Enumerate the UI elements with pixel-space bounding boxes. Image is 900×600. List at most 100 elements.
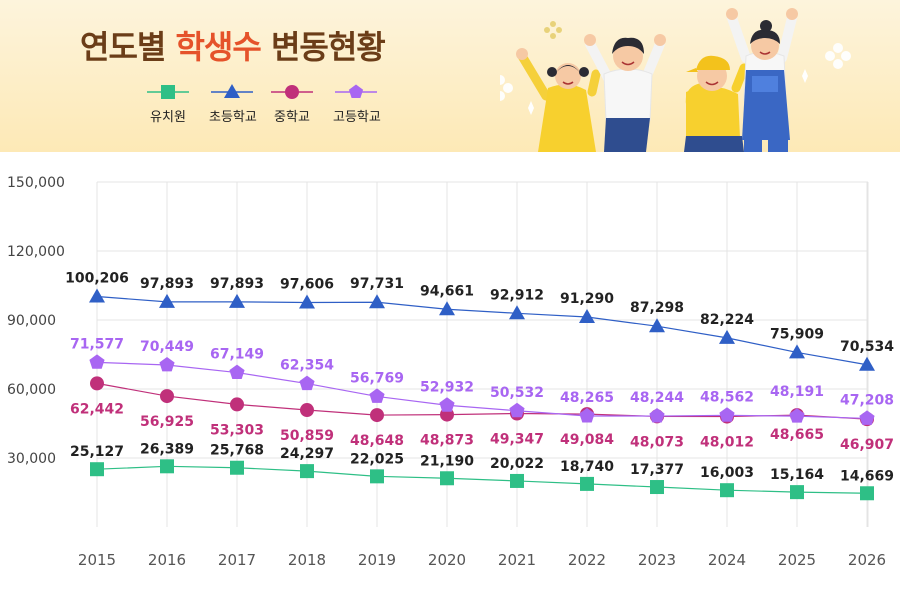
data-label-middle: 49,347 bbox=[490, 432, 544, 448]
series-line-middle bbox=[96, 382, 868, 420]
legend-item-middle: 중학교 bbox=[269, 80, 339, 126]
data-label-middle: 50,859 bbox=[280, 428, 334, 444]
data-point-triangle bbox=[579, 309, 595, 324]
data-point-circle bbox=[160, 389, 174, 404]
data-label-high: 52,932 bbox=[420, 379, 474, 395]
data-point-pentagon bbox=[159, 357, 175, 372]
data-point-circle bbox=[370, 408, 384, 423]
data-point-triangle bbox=[299, 294, 315, 309]
data-point-triangle bbox=[509, 305, 525, 320]
circle-marker-icon bbox=[271, 85, 313, 99]
y-tick-label: 30,000 bbox=[7, 451, 56, 467]
data-label-high: 70,449 bbox=[140, 339, 194, 355]
data-point-pentagon bbox=[859, 410, 875, 425]
chart-data-labels: 25,127 26,389 25,768 24,297 22,025 21,190 20,0… bbox=[65, 271, 894, 485]
x-tick-label: 2016 bbox=[148, 551, 186, 569]
data-point-square bbox=[440, 471, 454, 486]
data-label-high: 62,354 bbox=[280, 358, 334, 374]
x-tick-label: 2019 bbox=[358, 551, 396, 569]
data-point-pentagon bbox=[719, 407, 735, 422]
data-label-elementary: 97,893 bbox=[140, 276, 194, 292]
y-tick-label: 60,000 bbox=[7, 382, 56, 398]
y-tick-label: 90,000 bbox=[7, 313, 56, 329]
title-part1: 연도별 bbox=[80, 28, 176, 66]
legend-label-elementary: 초등학교 bbox=[209, 110, 257, 125]
data-point-square bbox=[370, 469, 384, 484]
data-label-elementary: 87,298 bbox=[630, 300, 684, 316]
legend-item-elementary: 초등학교 bbox=[209, 80, 279, 126]
data-label-high: 48,562 bbox=[700, 389, 754, 405]
square-marker-icon bbox=[147, 85, 189, 99]
data-point-circle bbox=[90, 376, 104, 391]
chart-grid: 30,000 60,000 90,000 120,000 150,000 2015 2016… bbox=[7, 175, 886, 569]
data-label-elementary: 91,290 bbox=[560, 291, 614, 307]
data-point-pentagon bbox=[229, 364, 245, 379]
data-point-triangle bbox=[439, 301, 455, 316]
data-point-pentagon bbox=[789, 408, 805, 423]
data-label-high: 48,265 bbox=[560, 390, 614, 406]
header-banner: 연도별 학생수 변동현황 유치원 초등학교 중학교 bbox=[0, 0, 900, 152]
data-label-middle: 48,873 bbox=[420, 433, 474, 449]
legend-item-kindergarten: 유치원 bbox=[145, 80, 215, 126]
title-part3: 변동현황 bbox=[260, 28, 386, 66]
x-tick-label: 2021 bbox=[498, 551, 536, 569]
data-label-high: 50,532 bbox=[490, 385, 544, 401]
data-label-middle: 56,925 bbox=[140, 414, 194, 430]
data-label-kindergarten: 16,003 bbox=[700, 465, 754, 481]
data-label-kindergarten: 15,164 bbox=[770, 467, 824, 483]
data-point-pentagon bbox=[89, 354, 105, 369]
data-point-square bbox=[790, 485, 804, 500]
chart-series bbox=[89, 288, 875, 501]
data-point-square bbox=[860, 486, 874, 501]
data-point-triangle bbox=[229, 293, 245, 308]
data-label-kindergarten: 17,377 bbox=[630, 462, 684, 478]
data-label-middle: 53,303 bbox=[210, 422, 264, 438]
data-point-square bbox=[510, 473, 524, 488]
data-point-triangle bbox=[859, 356, 875, 371]
data-label-high: 67,149 bbox=[210, 347, 264, 363]
title-highlight: 학생수 bbox=[175, 28, 261, 66]
x-tick-label: 2024 bbox=[708, 551, 746, 569]
data-point-pentagon bbox=[649, 408, 665, 423]
data-point-circle bbox=[230, 397, 244, 412]
legend-label-middle: 중학교 bbox=[274, 110, 310, 125]
data-label-elementary: 97,606 bbox=[280, 277, 334, 293]
data-point-triangle bbox=[369, 294, 385, 309]
data-point-pentagon bbox=[439, 397, 455, 412]
data-label-kindergarten: 25,768 bbox=[210, 443, 264, 459]
data-point-triangle bbox=[159, 293, 175, 308]
data-label-elementary: 94,661 bbox=[420, 283, 474, 299]
data-label-middle: 62,442 bbox=[70, 401, 124, 417]
triangle-marker-icon bbox=[211, 84, 253, 98]
data-point-triangle bbox=[719, 329, 735, 344]
data-label-middle: 48,648 bbox=[350, 433, 404, 449]
y-tick-label: 120,000 bbox=[7, 244, 65, 260]
data-label-kindergarten: 14,669 bbox=[840, 468, 894, 484]
data-point-pentagon bbox=[509, 402, 525, 418]
data-label-kindergarten: 18,740 bbox=[560, 459, 614, 475]
data-label-kindergarten: 26,389 bbox=[140, 441, 194, 457]
data-point-square bbox=[650, 480, 664, 495]
data-label-kindergarten: 21,190 bbox=[420, 453, 474, 469]
data-point-square bbox=[580, 476, 594, 491]
data-label-kindergarten: 20,022 bbox=[490, 456, 544, 472]
data-label-kindergarten: 24,297 bbox=[280, 446, 334, 462]
data-label-middle: 49,084 bbox=[560, 432, 614, 448]
legend-item-high: 고등학교 bbox=[333, 80, 403, 126]
data-point-triangle bbox=[789, 344, 805, 359]
x-tick-label: 2017 bbox=[218, 551, 256, 569]
series-line-high bbox=[96, 361, 868, 420]
data-label-middle: 48,665 bbox=[770, 427, 824, 443]
data-label-high: 47,208 bbox=[840, 392, 894, 408]
students-cheering-illustration bbox=[500, 8, 851, 152]
data-label-elementary: 97,731 bbox=[350, 276, 404, 292]
page-title: 연도별 학생수 변동현황 bbox=[80, 22, 386, 68]
x-tick-label: 2018 bbox=[288, 551, 326, 569]
data-label-high: 56,769 bbox=[350, 370, 404, 386]
legend-label-kindergarten: 유치원 bbox=[150, 110, 186, 125]
x-tick-label: 2020 bbox=[428, 551, 466, 569]
y-tick-label: 150,000 bbox=[7, 175, 65, 191]
data-point-triangle bbox=[649, 318, 665, 333]
data-label-high: 48,191 bbox=[770, 384, 824, 400]
data-label-elementary: 70,534 bbox=[840, 339, 894, 355]
